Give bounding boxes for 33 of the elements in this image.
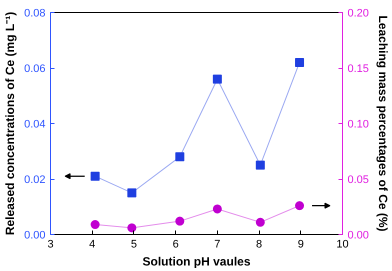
point	[256, 218, 265, 227]
point	[175, 152, 184, 162]
x-tick-label: 6	[172, 238, 179, 250]
point	[90, 172, 100, 181]
x-tick-label: 5	[130, 238, 137, 250]
x-tick-label: 3	[47, 238, 54, 250]
y2-tick-label: 0.05	[348, 174, 369, 186]
y2-tick-label: 0.10	[348, 118, 369, 130]
x-tick-label: 8	[256, 238, 262, 250]
point	[175, 216, 184, 226]
y2-tick-label: 0.00	[348, 230, 369, 242]
y-tick-label: 0.08	[24, 8, 46, 20]
y-tick-label: 0.00	[24, 230, 46, 242]
x-tick-label: 7	[214, 238, 220, 250]
point	[127, 188, 136, 198]
x-axis-title: Solution pH vaules	[142, 254, 251, 268]
x-tick-label: 10	[336, 238, 349, 250]
y-axis-title: Released concentrations of Ce (mg L⁻¹)	[3, 12, 18, 236]
y-tick-label: 0.02	[24, 174, 46, 186]
y-tick-label: 0.06	[24, 63, 46, 75]
point	[127, 223, 136, 232]
point	[212, 204, 222, 214]
point	[295, 58, 304, 67]
point	[256, 160, 265, 170]
y-tick-label: 0.04	[24, 118, 46, 130]
y2-tick-label: 0.20	[348, 8, 369, 20]
y2-axis-title: Leaching mass percentages of Ce (%)	[376, 15, 390, 232]
x-tick-label: 4	[89, 238, 96, 250]
point	[295, 201, 304, 210]
point	[212, 74, 222, 84]
point	[90, 220, 100, 229]
y2-tick-label: 0.15	[348, 63, 369, 75]
x-tick-label: 9	[298, 238, 304, 250]
